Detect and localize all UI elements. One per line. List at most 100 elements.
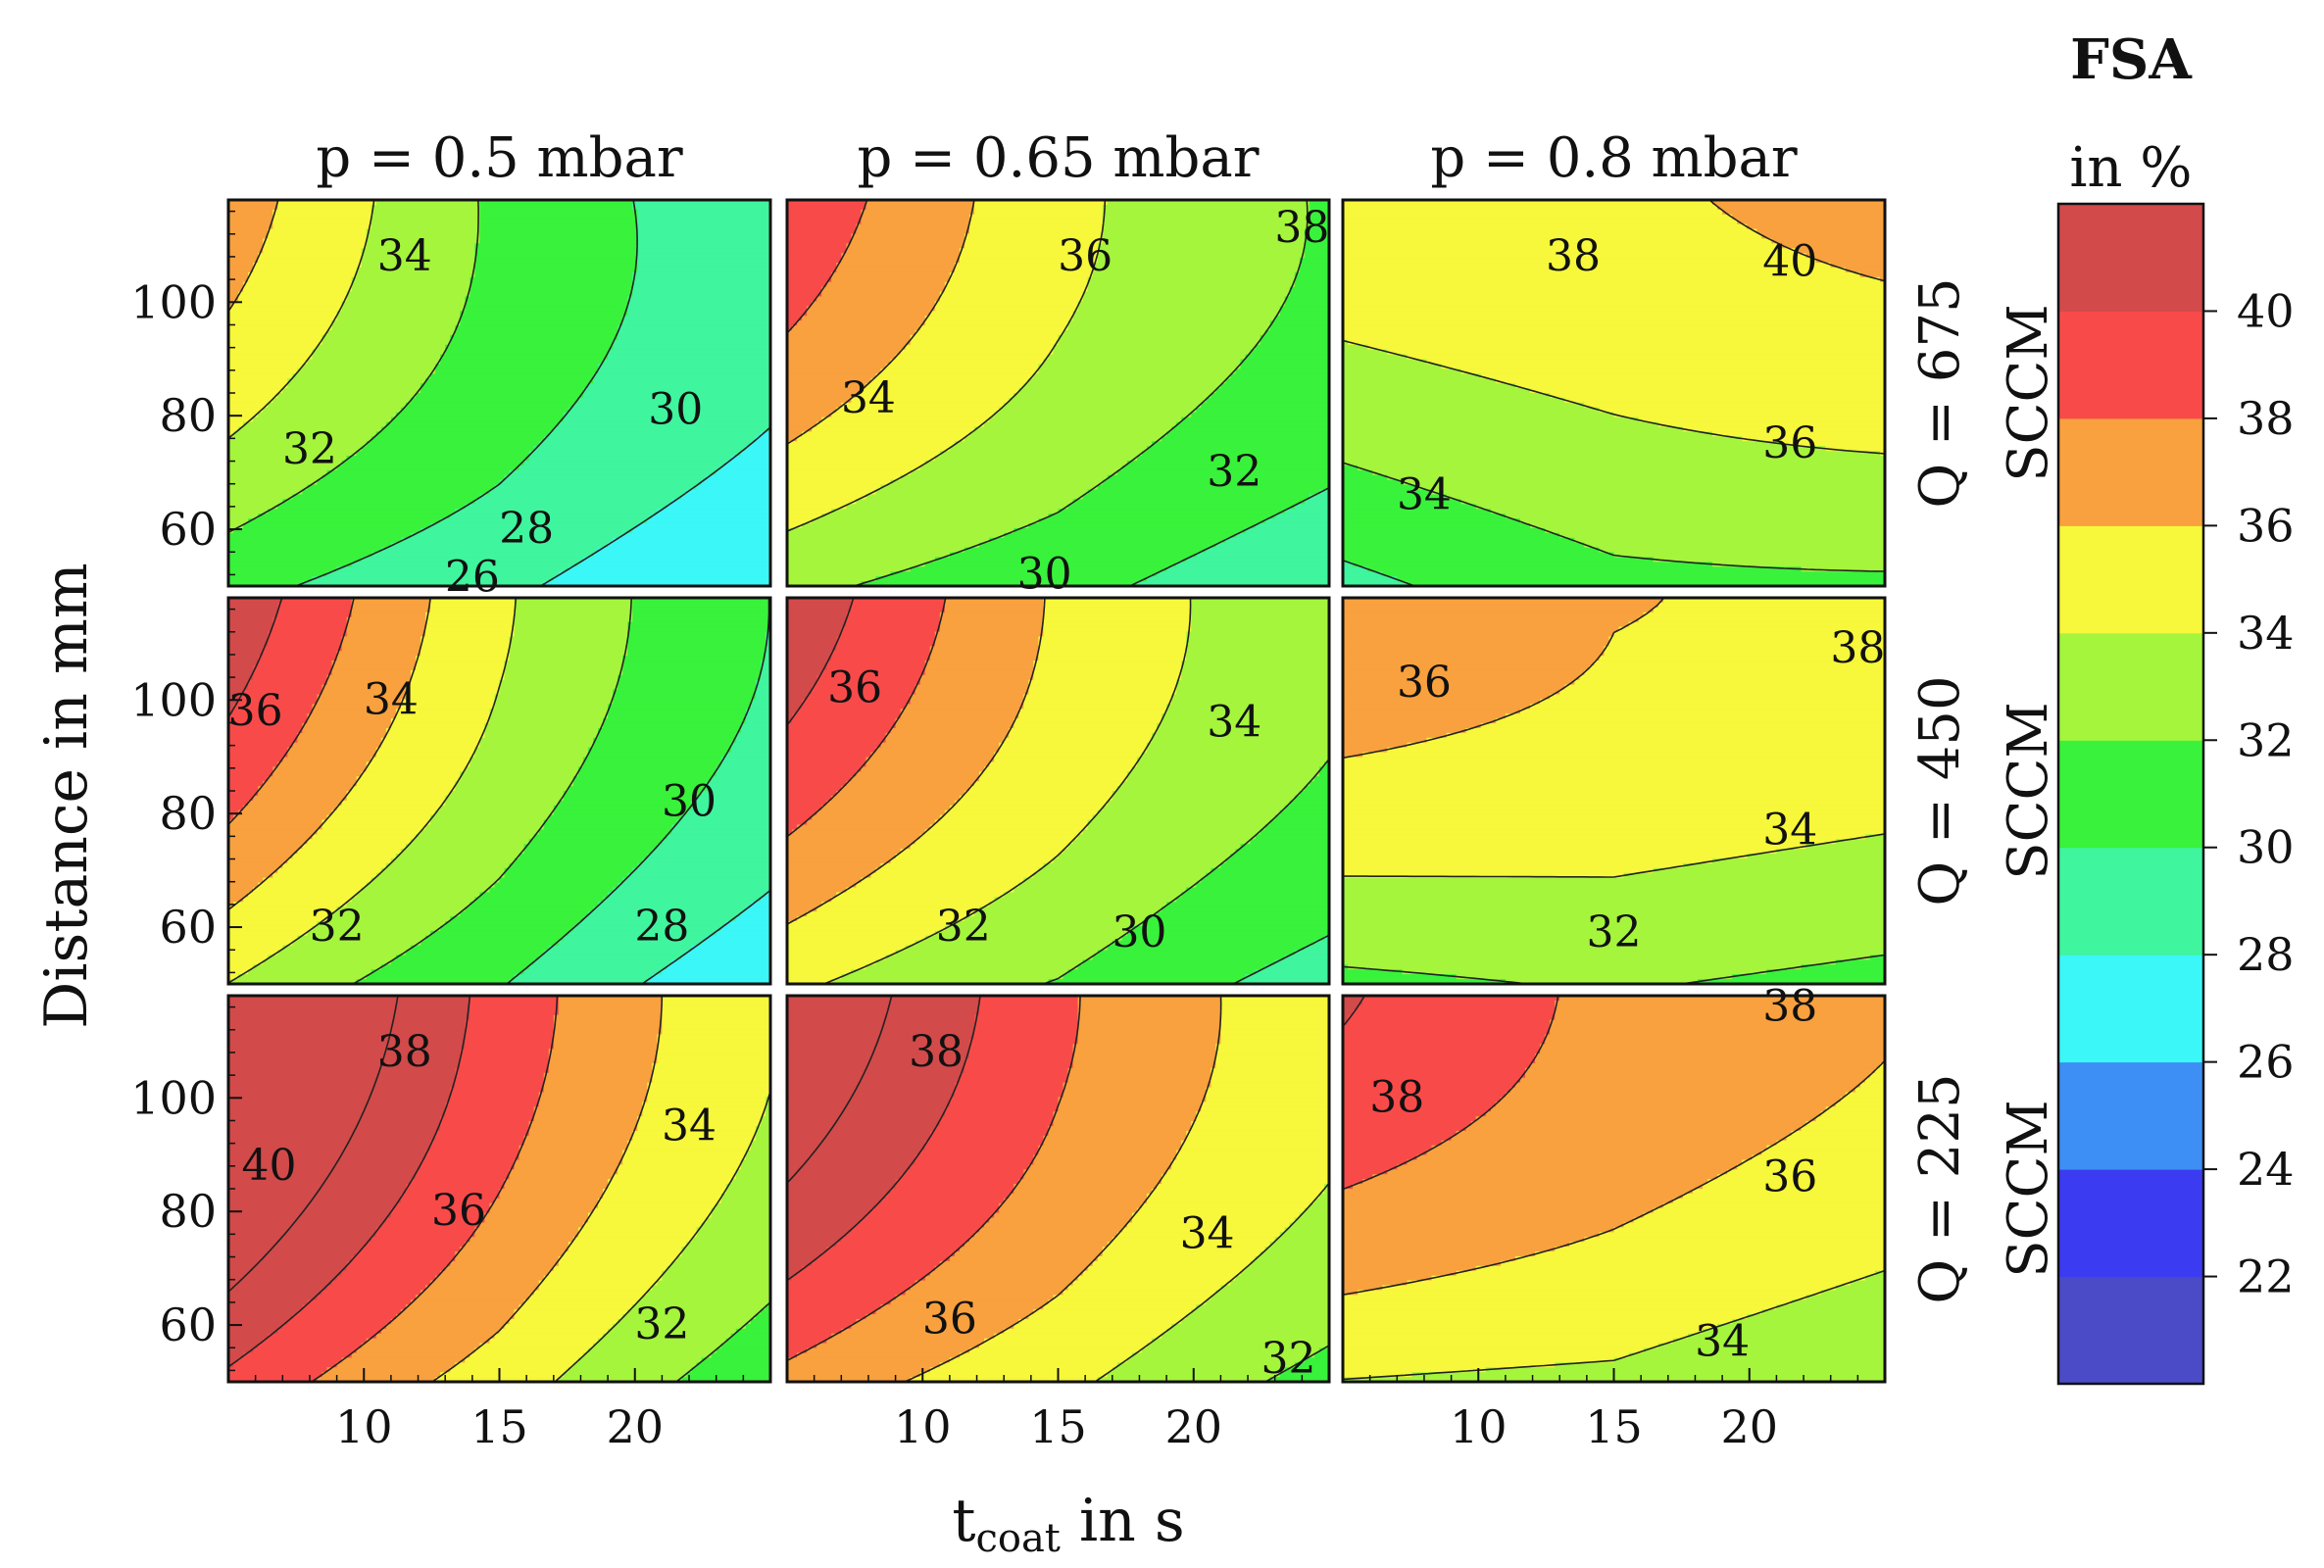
- contour-band: [1240, 1270, 1329, 1277]
- contour-band: [1038, 656, 1187, 662]
- contour-band: [1343, 576, 1398, 582]
- contour-band: [538, 441, 752, 447]
- contour-band: [228, 839, 309, 845]
- contour-band: [1712, 431, 1885, 437]
- contour-band: [533, 1116, 638, 1122]
- contour-band: [460, 776, 574, 782]
- contour-band: [1559, 532, 1885, 539]
- contour-band: [1162, 713, 1329, 719]
- contour-band: [1181, 661, 1329, 666]
- contour-band: [1574, 679, 1885, 686]
- contour-band: [1166, 431, 1329, 437]
- contour-band: [1146, 1198, 1315, 1204]
- contour-band: [787, 747, 877, 754]
- contour-band: [455, 1077, 545, 1084]
- contour-band: [228, 858, 288, 864]
- contour-band: [1112, 940, 1315, 947]
- contour-band: [1152, 1338, 1329, 1345]
- contour-band: [371, 877, 501, 884]
- contour-band: [1426, 359, 1885, 366]
- contour-band: [228, 800, 249, 807]
- contour-band: [816, 296, 941, 303]
- contour-band: [465, 306, 628, 312]
- contour-band: [1294, 795, 1329, 802]
- contour-band: [701, 479, 770, 486]
- contour-band: [1255, 1255, 1329, 1262]
- contour-band: [1077, 1014, 1221, 1021]
- contour-band: [253, 887, 363, 894]
- contour-band: [924, 562, 1177, 567]
- contour-band: [228, 795, 254, 802]
- contour-band: [1343, 1009, 1354, 1016]
- contour-band: [582, 1352, 713, 1358]
- contour-band: [1519, 518, 1885, 524]
- contour-band: [642, 1102, 766, 1107]
- contour-band: [720, 757, 770, 763]
- contour-band: [465, 1024, 555, 1031]
- contour-band: [1063, 1290, 1216, 1296]
- contour-band: [787, 368, 882, 374]
- contour-band: [720, 925, 770, 932]
- contour-band: [460, 1247, 569, 1252]
- contour-band: [1820, 1290, 1885, 1296]
- contour-band: [1289, 800, 1329, 807]
- contour-band: [489, 1202, 599, 1209]
- contour-band: [440, 1125, 530, 1132]
- contour-band: [627, 641, 766, 647]
- contour-band: [1058, 854, 1232, 859]
- contour-band: [1584, 402, 1885, 409]
- contour-band: [632, 276, 770, 283]
- contour-band: [445, 349, 609, 356]
- contour-band: [1077, 1019, 1221, 1026]
- contour-band: [1343, 858, 1713, 864]
- contour-band: [1638, 616, 1885, 623]
- contour-band: [1343, 1222, 1625, 1228]
- contour-band: [494, 484, 698, 491]
- contour-band: [895, 1184, 1014, 1190]
- contour-band: [277, 867, 382, 874]
- contour-band: [375, 200, 480, 206]
- contour-band: [787, 484, 882, 491]
- contour-band: [445, 344, 614, 351]
- contour-band: [919, 1150, 1039, 1156]
- contour-band: [787, 421, 817, 428]
- contour-band: [1215, 1044, 1329, 1050]
- contour-band: [1131, 925, 1329, 932]
- contour-band: [523, 844, 658, 850]
- contour-band: [1343, 306, 1885, 312]
- contour-band: [787, 1014, 975, 1021]
- contour-band: [618, 325, 770, 331]
- contour-band: [1343, 552, 1615, 559]
- contour-band: [470, 1009, 560, 1016]
- contour-band: [1343, 824, 1885, 830]
- contour-band: [1274, 814, 1329, 821]
- contour-band: [1801, 566, 1885, 572]
- contour-band: [969, 1039, 1079, 1045]
- contour-band: [523, 1140, 628, 1147]
- contour-band: [253, 1348, 358, 1354]
- contour-band: [411, 679, 501, 686]
- contour-band: [787, 388, 863, 394]
- contour-band: [999, 1207, 1138, 1214]
- contour-band: [632, 204, 770, 211]
- contour-band: [356, 451, 530, 457]
- contour-band: [455, 325, 618, 331]
- contour-band: [816, 679, 921, 686]
- contour-band: [735, 737, 770, 744]
- contour-band: [1018, 709, 1167, 714]
- contour-band: [787, 489, 877, 496]
- contour-band: [787, 407, 837, 414]
- contour-band: [1343, 1255, 1516, 1262]
- contour-band: [787, 1092, 956, 1099]
- contour-band: [1289, 286, 1329, 293]
- contour-band: [1157, 727, 1329, 734]
- contour-band: [787, 834, 921, 840]
- contour-band: [494, 882, 618, 889]
- contour-band: [745, 709, 770, 714]
- contour-band: [924, 829, 1084, 835]
- contour-band: [787, 522, 803, 529]
- contour-band: [1033, 872, 1207, 879]
- colorbar-tick-label: 26: [2237, 1036, 2295, 1089]
